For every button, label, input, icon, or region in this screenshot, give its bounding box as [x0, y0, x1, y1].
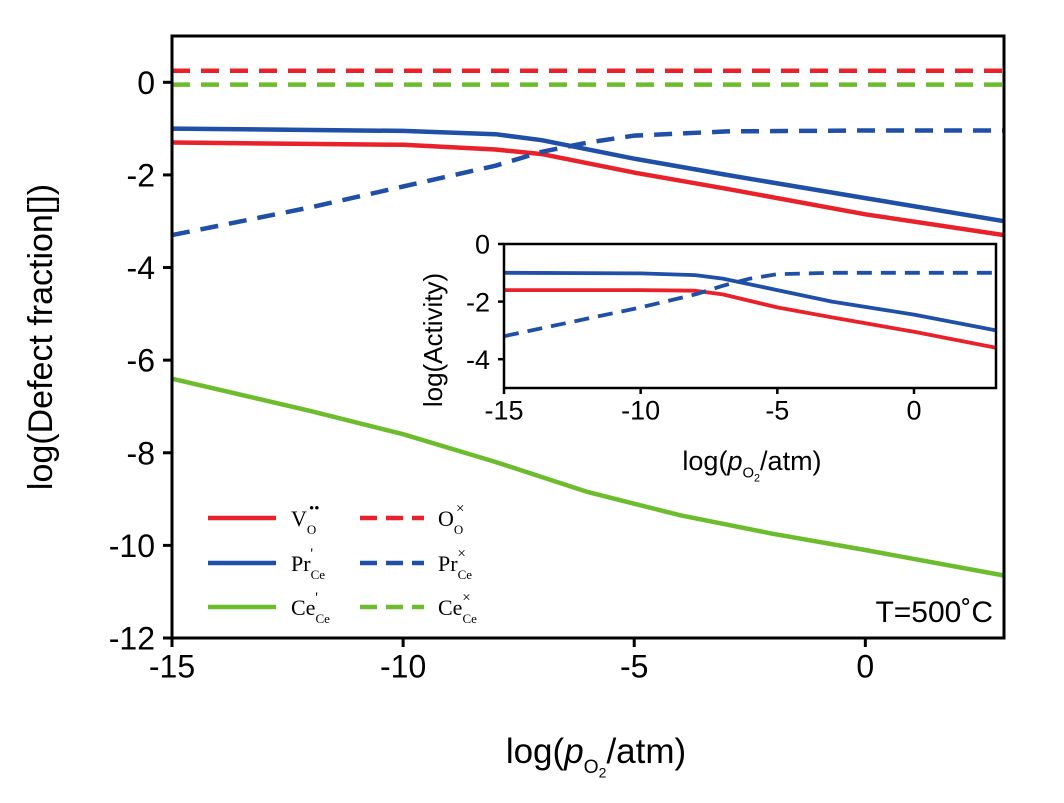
main-series-line-0 — [171, 140, 1005, 238]
main-series-line-4 — [171, 128, 1004, 238]
inset-y-axis-label: log(Activity) — [418, 273, 448, 407]
main-y-tick-label-2: -4 — [127, 250, 155, 286]
main-x-tick-label-2: -5 — [620, 648, 648, 684]
legend-label-sub-2: Ce — [311, 567, 326, 582]
legend-label-main-1: O — [438, 506, 454, 531]
main-x-tick-label-1: -10 — [380, 648, 426, 684]
main-x-tick-label-0: -15 — [149, 648, 195, 684]
inset-x-tick-label-1: -10 — [621, 396, 660, 426]
inset-x-axis-label-var: p — [726, 446, 742, 476]
legend-label-sub-0: O — [307, 522, 316, 537]
inset-x-axis-label-sub: O — [742, 466, 754, 482]
inset-y-tick-label-2: -4 — [466, 345, 490, 375]
inset-x-tick-label-3: 0 — [906, 396, 921, 426]
legend-label-main-5: Ce — [438, 595, 462, 620]
main-x-axis-label-sub: O — [584, 757, 599, 778]
legend-label-main-3: Pr — [438, 551, 458, 576]
main-x-axis-label-var: p — [563, 732, 583, 771]
main-plot-frame — [170, 34, 1006, 640]
main-x-axis-label: log(pO2/atm) — [506, 732, 686, 781]
legend-label-main-0: V — [291, 506, 307, 531]
legend-label-sub-1: O — [454, 522, 463, 537]
inset-x-tick-label-2: -5 — [765, 396, 789, 426]
inset-x-tick-label-0: -15 — [484, 396, 523, 426]
legend-label-sup-5: × — [462, 590, 470, 606]
inset-series-line-1 — [503, 270, 997, 333]
inset-x-axis-label-suffix: /atm) — [760, 446, 822, 476]
inset-x-axis-label: log(pO2/atm) — [682, 446, 821, 484]
inset-plot-frame — [502, 242, 998, 390]
main-x-axis-label-prefix: log( — [506, 732, 565, 771]
inset-y-tick-label-1: -2 — [466, 287, 490, 317]
legend-label-sub-3: Ce — [458, 567, 473, 582]
main-y-tick-label-0: 0 — [137, 65, 155, 101]
main-series-line-1 — [171, 126, 1005, 224]
legend-label-sub-4: Ce — [315, 611, 330, 626]
legend-label-4: CeCe' — [291, 590, 330, 626]
legend-label-sup-0: •• — [309, 501, 320, 517]
main-y-axis-label: log(Defect fraction[]) — [22, 184, 60, 490]
inset-x-axis-label-prefix: log( — [682, 446, 727, 476]
legend-label-1: OO× — [438, 501, 464, 537]
main-series-line-2 — [171, 376, 1005, 578]
main-y-tick-label-3: -6 — [127, 343, 155, 379]
legend-label-sub-5: Ce — [462, 611, 477, 626]
main-y-tick-label-6: -12 — [109, 621, 155, 657]
main-y-tick-label-5: -10 — [109, 528, 155, 564]
inset-x-axis-label-subsub: 2 — [754, 472, 760, 484]
main-y-tick-label-1: -2 — [127, 157, 155, 193]
main-x-axis-label-subsub: 2 — [599, 765, 607, 781]
legend-label-main-2: Pr — [291, 551, 311, 576]
legend-label-sup-1: × — [456, 501, 464, 517]
temperature-annotation: T=500˚C — [875, 596, 993, 629]
legend-label-main-4: Ce — [291, 595, 315, 620]
legend-label-5: CeCe× — [438, 590, 477, 626]
main-x-tick-label-3: 0 — [856, 648, 874, 684]
inset-series-line-0 — [504, 288, 997, 350]
legend-label-sup-2: ' — [310, 546, 313, 562]
legend-label-0: VO •• — [291, 501, 319, 537]
legend-label-sup-4: ' — [315, 590, 318, 606]
legend-label-2: PrCe ' — [291, 546, 325, 582]
inset-y-tick-label-0: 0 — [475, 230, 490, 260]
legend-label-sup-3: × — [457, 546, 465, 562]
legend-label-3: PrCe × — [438, 546, 472, 582]
main-y-tick-label-4: -8 — [127, 435, 155, 471]
main-x-axis-label-suffix: /atm) — [606, 732, 686, 771]
